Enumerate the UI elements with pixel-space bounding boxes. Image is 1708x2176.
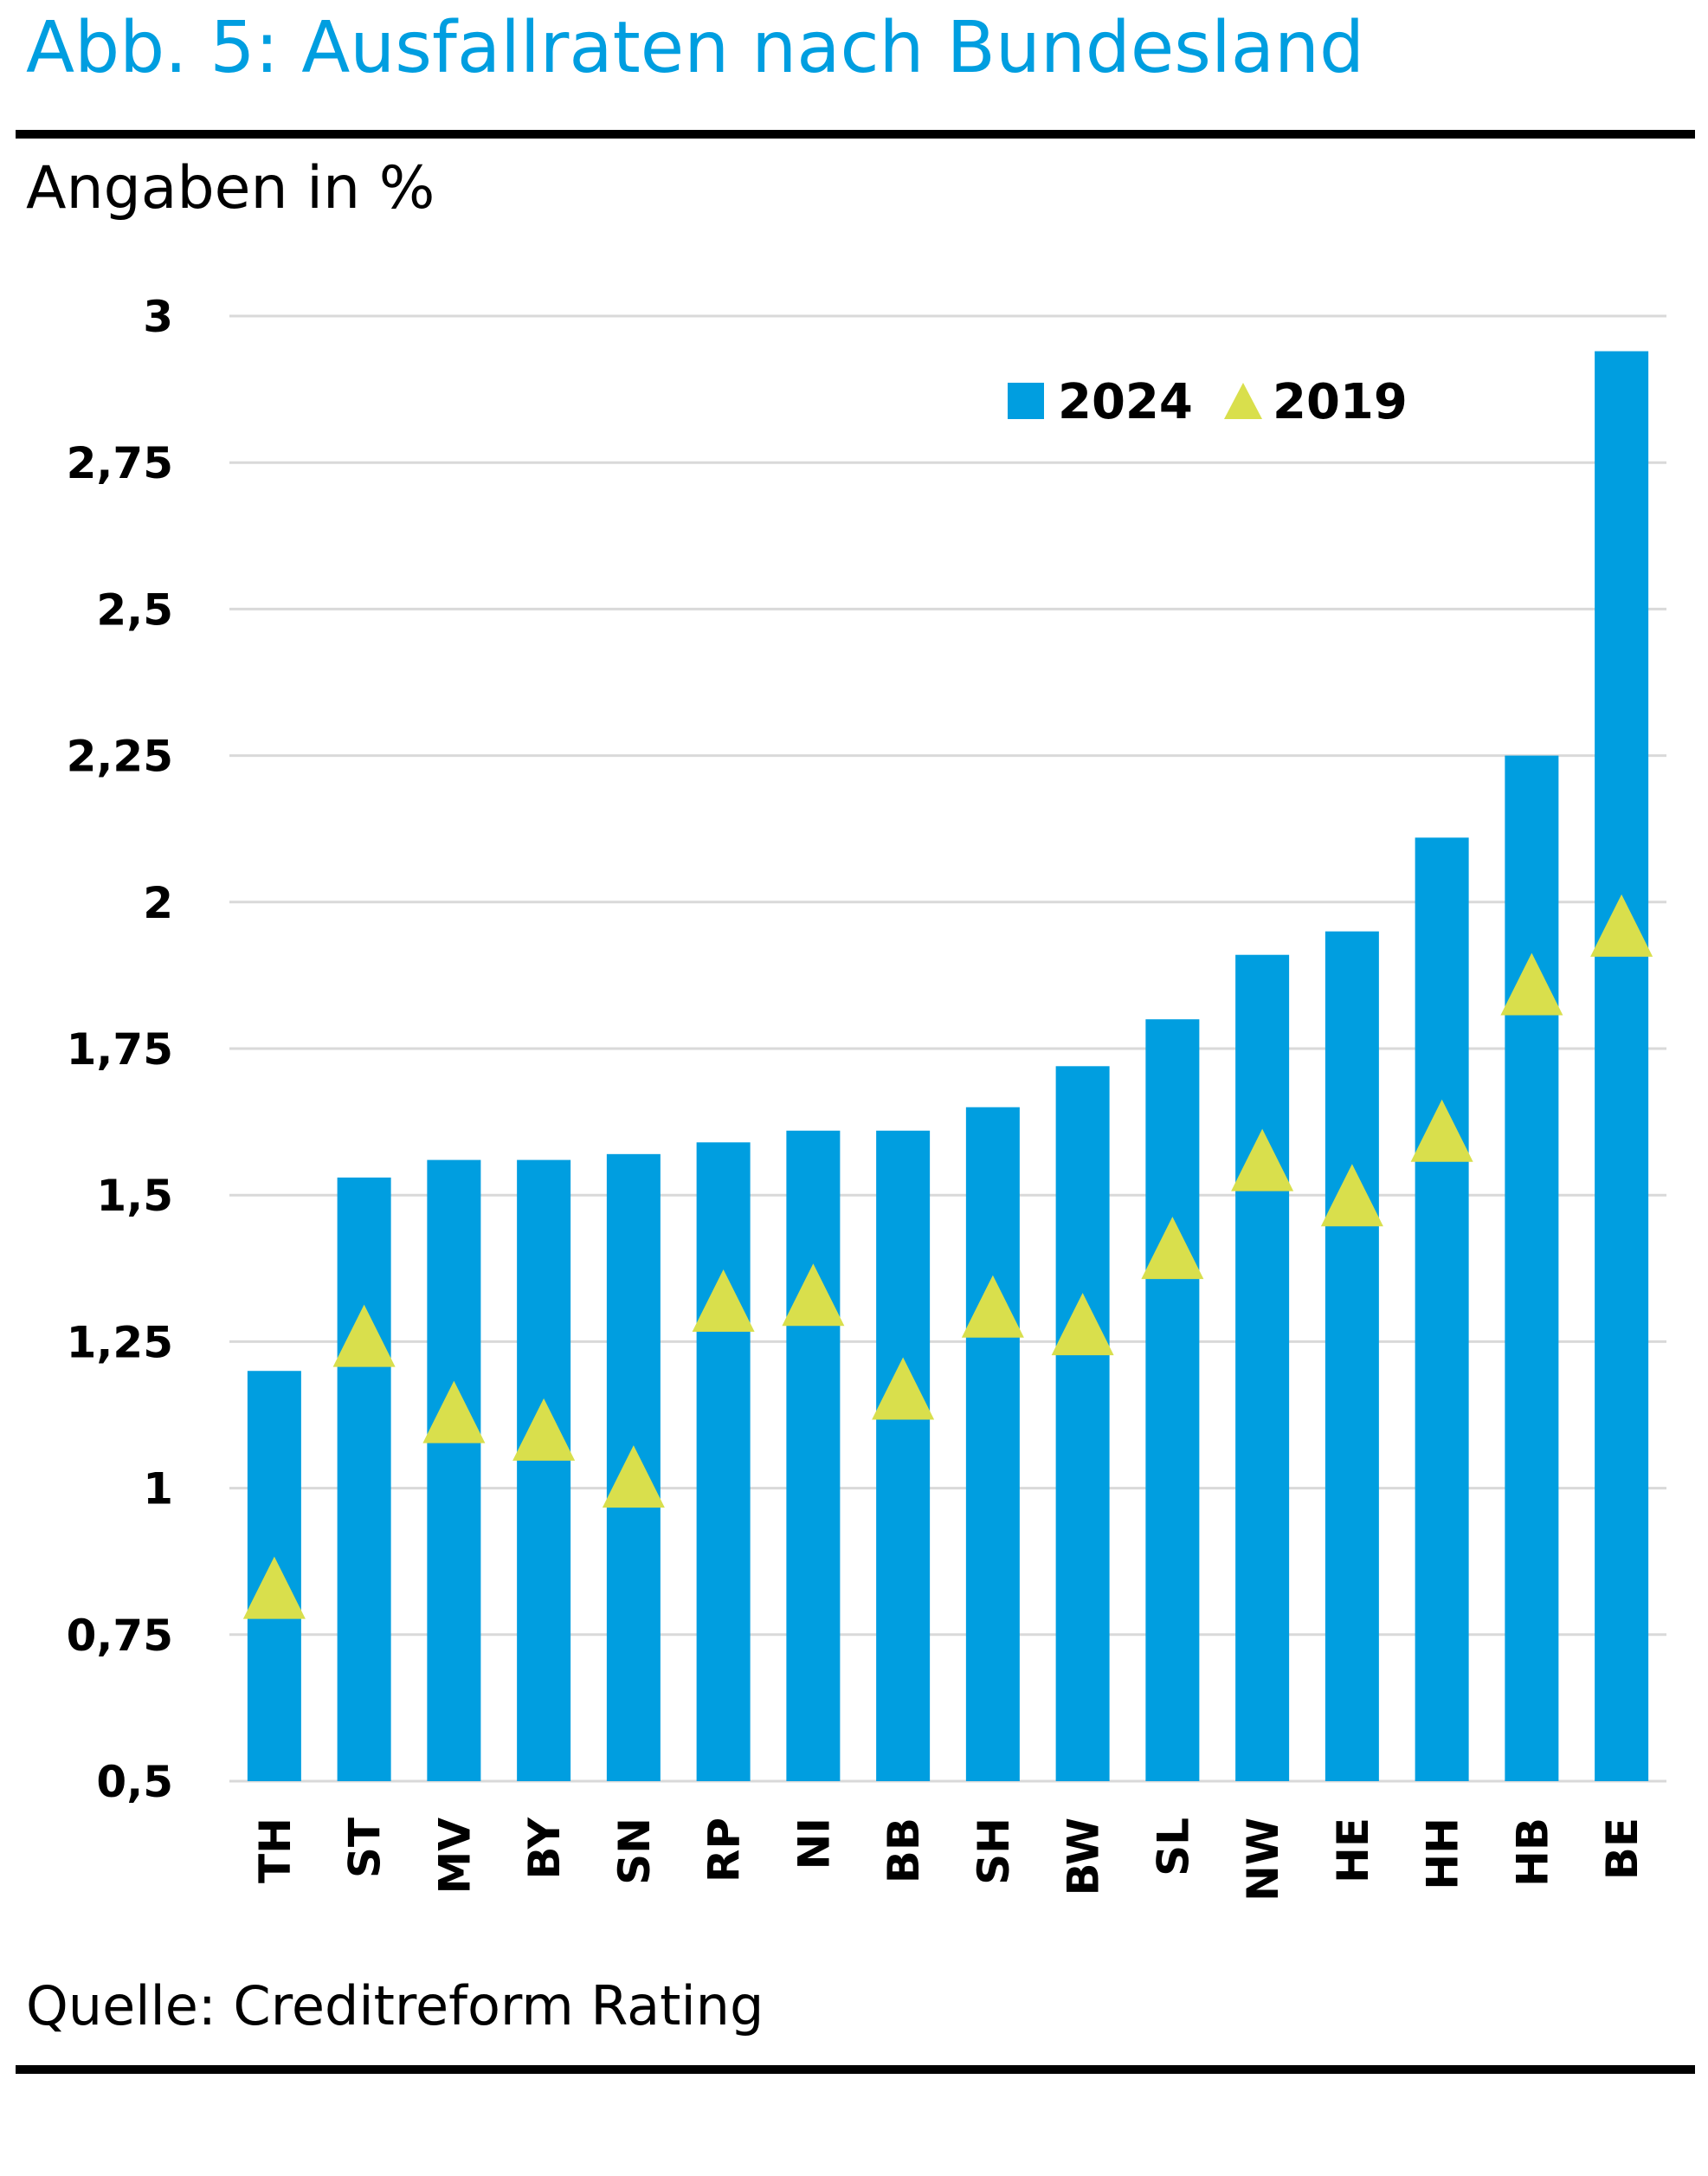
- x-tick-label-th: TH: [250, 1818, 300, 1883]
- x-tick-label-mv: MV: [429, 1818, 480, 1895]
- bar-2024-ni: [786, 1130, 841, 1781]
- bar-2024-mv: [427, 1159, 481, 1781]
- legend-marker-2019: [1224, 383, 1262, 419]
- top-rule: [16, 130, 1695, 139]
- marker-2019-bw: [1051, 1293, 1114, 1356]
- y-tick-label: 2,75: [67, 438, 173, 488]
- marker-2019-ni: [782, 1263, 845, 1327]
- y-tick-label: 2: [143, 878, 173, 928]
- x-tick-label-rp: RP: [699, 1818, 750, 1882]
- x-tick-label-bw: BW: [1059, 1818, 1109, 1896]
- x-tick-label-hh: HH: [1418, 1818, 1468, 1890]
- x-tick-label-he: HE: [1328, 1818, 1378, 1883]
- legend-swatch-2024: [1008, 383, 1044, 419]
- y-tick-label: 1,5: [96, 1171, 173, 1221]
- marker-2019-sl: [1141, 1217, 1204, 1280]
- marker-2019-he: [1320, 1164, 1383, 1227]
- markers-2019: [242, 894, 1653, 1619]
- bar-2024-hb: [1505, 755, 1559, 1781]
- bar-2024-bb: [876, 1130, 931, 1781]
- bar-2024-be: [1595, 351, 1649, 1781]
- legend-label-2019: 2019: [1273, 374, 1408, 430]
- legend: 2024 2019: [1008, 374, 1408, 430]
- y-tick-label: 3: [143, 292, 173, 342]
- bar-chart: 0,5 0,75 1 1,25 1,5 1,75 2 2,25 2,5 2,75 3 TH ST MV B…: [67, 292, 1666, 1902]
- x-tick-label-hb: HB: [1507, 1818, 1557, 1887]
- y-tick-label: 2,25: [67, 732, 173, 782]
- chart-title: Abb. 5: Ausfallraten nach Bundesland: [26, 7, 1365, 89]
- bar-2024-hh: [1415, 837, 1469, 1781]
- bar-2024-sl: [1145, 1019, 1200, 1781]
- x-tick-label-nw: NW: [1238, 1818, 1288, 1902]
- bars-2024: [247, 351, 1649, 1781]
- x-tick-label-by: BY: [519, 1817, 570, 1879]
- x-tick-label-sn: SN: [609, 1818, 660, 1885]
- x-tick-label-be: BE: [1597, 1818, 1647, 1880]
- marker-2019-mv: [422, 1380, 486, 1443]
- marker-2019-th: [242, 1556, 306, 1619]
- marker-2019-sh: [961, 1275, 1024, 1338]
- bar-2024-rp: [696, 1142, 751, 1781]
- bar-2024-by: [517, 1159, 571, 1781]
- marker-2019-by: [512, 1398, 576, 1461]
- y-tick-label: 2,5: [96, 584, 173, 635]
- source-note: Quelle: Creditreform Rating: [26, 1974, 764, 2037]
- legend-label-2024: 2024: [1058, 374, 1193, 430]
- chart-subtitle: Angaben in %: [26, 154, 435, 223]
- marker-2019-nw: [1231, 1128, 1294, 1191]
- marker-2019-sn: [602, 1445, 665, 1508]
- bar-2024-bw: [1055, 1066, 1110, 1781]
- bottom-rule: [16, 2065, 1695, 2074]
- x-tick-label-bb: BB: [879, 1818, 929, 1883]
- y-tick-label: 1,75: [67, 1024, 173, 1075]
- y-axis-ticks: 0,5 0,75 1 1,25 1,5 1,75 2 2,25 2,5 2,75 3: [67, 292, 173, 1807]
- marker-2019-st: [332, 1304, 396, 1367]
- y-tick-label: 0,75: [67, 1611, 173, 1661]
- marker-2019-hh: [1410, 1099, 1473, 1162]
- x-tick-label-sh: SH: [969, 1818, 1019, 1885]
- y-tick-label: 0,5: [96, 1757, 173, 1807]
- x-tick-label-ni: NI: [789, 1818, 839, 1869]
- x-tick-label-st: ST: [340, 1818, 390, 1878]
- y-tick-label: 1: [143, 1464, 173, 1514]
- x-axis-labels: TH ST MV BY SN RP NI BB SH BW SL NW HE HH HB BE: [250, 1817, 1647, 1902]
- bar-2024-nw: [1235, 954, 1290, 1781]
- marker-2019-bb: [872, 1357, 935, 1420]
- bar-2024-sh: [965, 1107, 1020, 1781]
- marker-2019-be: [1590, 894, 1653, 957]
- x-tick-label-sl: SL: [1148, 1818, 1198, 1876]
- marker-2019-rp: [692, 1269, 755, 1333]
- marker-2019-hb: [1500, 952, 1563, 1016]
- y-tick-label: 1,25: [67, 1317, 173, 1367]
- bar-2024-st: [337, 1177, 391, 1781]
- bar-2024-he: [1325, 931, 1379, 1781]
